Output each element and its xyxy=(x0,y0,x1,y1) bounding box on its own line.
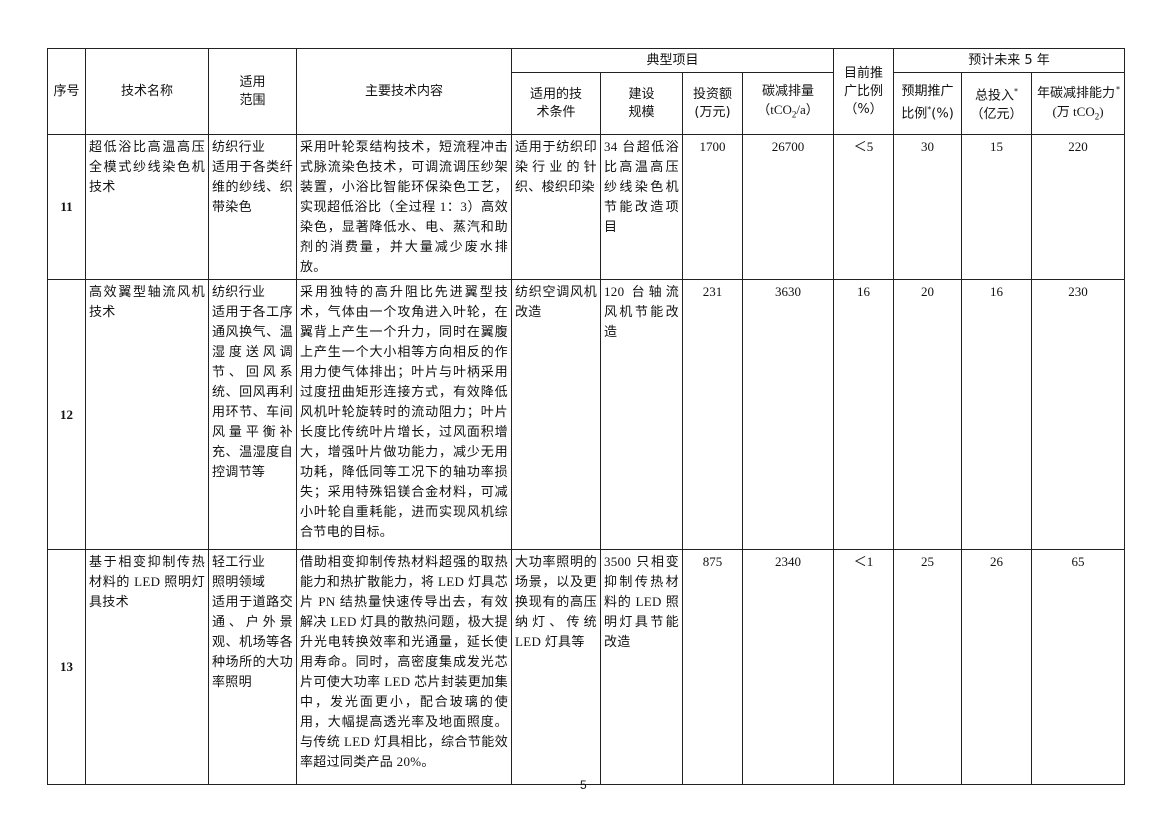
technology-content: 借助相变抑制传热材料超强的取热能力和热扩散能力，将 LED 灯具芯片 PN 结热… xyxy=(296,549,512,785)
header-total-invest: 总投入* （亿元） xyxy=(961,72,1033,135)
row-index: 12 xyxy=(47,279,86,550)
scale: 120 台轴流风机节能改造 xyxy=(600,279,683,550)
investment-label: 投资额 xyxy=(692,86,732,102)
conditions: 适用于纺织印染行业的针织、梭织印染 xyxy=(511,134,601,280)
conditions-label: 适用的技术条件 xyxy=(529,86,582,120)
table-row: 12 高效翼型轴流风机技术 纺织行业 适用于各工序通风换气、温湿度送风调节、回风… xyxy=(47,279,1126,550)
current-ratio-label: 目前推广比例 xyxy=(844,65,884,99)
scope: 轻工行业 照明领域 适用于道路交通、户外景观、机场等各种场所的大功率照明 xyxy=(208,549,297,785)
total-invest: 26 xyxy=(961,549,1033,785)
annual-reduction-unit-sub: 2 xyxy=(1094,111,1100,122)
future-ratio: 30 xyxy=(893,134,963,280)
header-content: 主要技术内容 xyxy=(296,48,512,135)
header-investment: 投资额 (万元) xyxy=(682,72,743,135)
current-ratio: ＜5 xyxy=(833,134,895,280)
header-index: 序号 xyxy=(47,48,86,135)
investment: 875 xyxy=(682,549,743,785)
annual-reduction-unit-post: ) xyxy=(1099,104,1104,120)
reduction-unit-sub: 2 xyxy=(791,109,797,120)
annual-reduction: 220 xyxy=(1031,134,1126,280)
total-invest-unit: （亿元） xyxy=(970,106,1023,122)
total-invest-label: 总投入 xyxy=(975,88,1015,104)
future-ratio-label: 预期推广 xyxy=(901,84,954,100)
technology-name: 超低浴比高温高压全模式纱线染色机技术 xyxy=(85,134,209,280)
future-ratio-unit: (%) xyxy=(931,106,954,122)
header-reduction: 碳减排量 （tCO2/a） xyxy=(741,72,835,135)
header-name: 技术名称 xyxy=(85,48,209,135)
header-conditions: 适用的技术条件 xyxy=(511,72,601,135)
technology-name: 基于相变抑制传热材料的 LED 照明灯具技术 xyxy=(85,549,209,785)
technology-name: 高效翼型轴流风机技术 xyxy=(85,279,209,550)
scope: 纺织行业 适用于各工序通风换气、温湿度送风调节、回风系统、回风再利用环节、车间风… xyxy=(208,279,297,550)
annual-reduction: 65 xyxy=(1031,549,1126,785)
reduction-unit-post: /a） xyxy=(796,102,819,118)
technology-content: 采用叶轮泵结构技术，短流程冲击式脉流染色技术，可调流调压纱架装置，小浴比智能环保… xyxy=(296,134,512,280)
header-scope: 适用范围 xyxy=(208,48,297,135)
conditions: 纺织空调风机改造 xyxy=(511,279,601,550)
header-scope-label: 适用范围 xyxy=(239,74,266,108)
header-future-ratio: 预期推广比例*(%) xyxy=(893,72,963,135)
header-typical-project: 典型项目 xyxy=(510,48,835,73)
technology-table: 序号 技术名称 适用范围 主要技术内容 典型项目 目前推广比例 （%） 预计未来 … xyxy=(47,48,1126,785)
asterisk: * xyxy=(927,105,932,115)
total-invest: 15 xyxy=(961,134,1033,280)
header-scale: 建设规模 xyxy=(600,72,683,135)
annual-reduction-unit: (万 tCO xyxy=(1052,104,1095,120)
asterisk: * xyxy=(1116,85,1121,95)
table-row: 13 基于相变抑制传热材料的 LED 照明灯具技术 轻工行业 照明领域 适用于道… xyxy=(47,549,1126,785)
asterisk: * xyxy=(1014,87,1019,97)
investment-unit: (万元) xyxy=(694,104,731,120)
future-ratio-label-b: 比例 xyxy=(901,106,928,122)
future-ratio: 25 xyxy=(893,549,963,785)
annual-reduction: 230 xyxy=(1031,279,1126,550)
scale-label: 建设规模 xyxy=(628,86,655,120)
current-ratio: 16 xyxy=(833,279,895,550)
current-ratio: ＜1 xyxy=(833,549,895,785)
reduction: 26700 xyxy=(741,134,835,280)
scale: 34 台超低浴比高温高压纱线染色机节能改造项目 xyxy=(600,134,683,280)
reduction-unit: （tCO xyxy=(757,102,792,118)
row-index: 11 xyxy=(47,134,86,280)
total-invest: 16 xyxy=(961,279,1033,550)
reduction: 3630 xyxy=(741,279,835,550)
table-row: 11 超低浴比高温高压全模式纱线染色机技术 纺织行业 适用于各类纤维的纱线、织带… xyxy=(47,134,1126,280)
scale: 3500 只相变抑制传热材料的 LED 照明灯具节能改造 xyxy=(600,549,683,785)
technology-content: 采用独特的高升阻比先进翼型技术，气体由一个攻角进入叶轮，在翼背上产生一个升力，同… xyxy=(296,279,512,550)
row-index: 13 xyxy=(47,549,86,785)
reduction-label: 碳减排量 xyxy=(762,84,815,100)
reduction: 2340 xyxy=(741,549,835,785)
investment: 231 xyxy=(682,279,743,550)
header-annual-reduction: 年碳减排能力* (万 tCO2) xyxy=(1031,72,1126,135)
scope: 纺织行业 适用于各类纤维的纱线、织带染色 xyxy=(208,134,297,280)
page-number: 5 xyxy=(580,778,587,792)
conditions: 大功率照明的场景，以及更换现有的高压纳灯、传统 LED 灯具等 xyxy=(511,549,601,785)
header-current-ratio: 目前推广比例 （%） xyxy=(833,48,895,135)
annual-reduction-label: 年碳减排能力 xyxy=(1037,86,1116,102)
current-ratio-unit: （%） xyxy=(844,101,883,117)
header-future: 预计未来 5 年 xyxy=(893,48,1126,73)
future-ratio: 20 xyxy=(893,279,963,550)
investment: 1700 xyxy=(682,134,743,280)
